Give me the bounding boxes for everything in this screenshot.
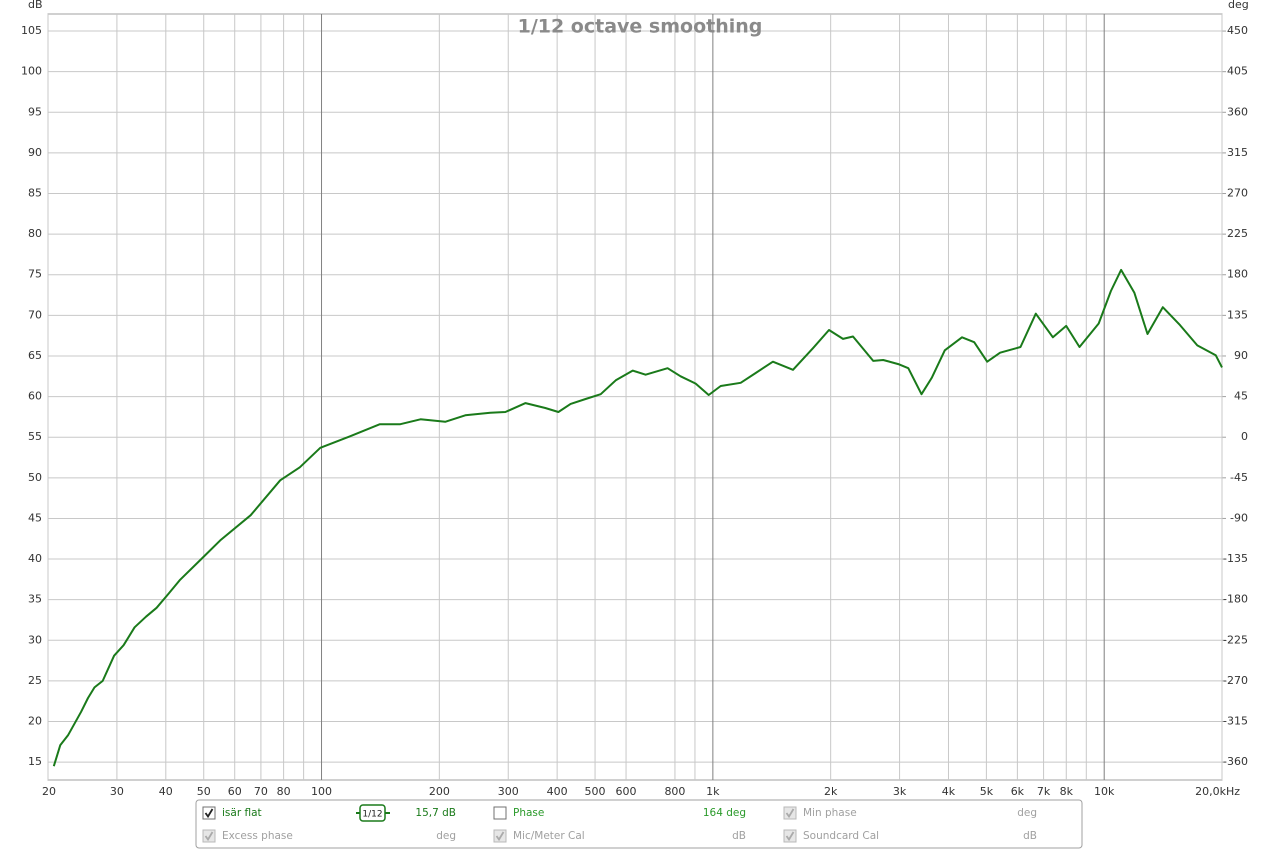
item-label: Excess phase — [222, 830, 293, 842]
y-tick-label: 20 — [28, 715, 42, 728]
x-tick-label: 5k — [980, 785, 994, 798]
item-checkbox — [783, 829, 797, 843]
item-checkbox — [493, 829, 507, 843]
item-checkbox — [202, 829, 216, 843]
item-checkbox — [783, 806, 797, 820]
y-tick-label: 75 — [28, 268, 42, 281]
y-tick-label: 30 — [28, 633, 42, 646]
item-checkbox-check — [785, 808, 795, 819]
y-tick-label: 85 — [28, 187, 42, 200]
series-checkbox[interactable] — [202, 806, 216, 820]
y-tick-label: 50 — [28, 471, 42, 484]
y2-tick-label: 90 — [1234, 349, 1248, 362]
y-tick-label: 15 — [28, 755, 42, 768]
legend-readout: 15,7 dB — [415, 807, 456, 819]
x-tick-label: 300 — [498, 785, 519, 798]
lines — [52, 268, 1223, 767]
x-tick-label: 100 — [311, 785, 332, 798]
y2-tick-label: 0 — [1241, 430, 1248, 443]
x-tick-label: 7k — [1037, 785, 1051, 798]
x-tick-label: 600 — [616, 785, 637, 798]
y-tick-label: 70 — [28, 308, 42, 321]
y2-tick-label: -90 — [1230, 511, 1248, 524]
smoothing-label: 1/12 — [362, 810, 382, 820]
y2-tick-label: -360 — [1223, 755, 1248, 768]
item-checkbox-check — [495, 831, 505, 842]
y-axis-label: dB — [28, 0, 43, 11]
x-tick-label: 80 — [277, 785, 291, 798]
item-readout: deg — [436, 830, 456, 842]
y2-tick-label: 135 — [1227, 308, 1248, 321]
x-tick-label: 1k — [706, 785, 720, 798]
x-tick-label: 400 — [547, 785, 568, 798]
x-tick-label: 50 — [197, 785, 211, 798]
x-tick-label: 500 — [585, 785, 606, 798]
x-tick-label: 6k — [1011, 785, 1025, 798]
chart-title: 1/12 octave smoothing — [518, 16, 763, 38]
item-label: Phase — [513, 807, 544, 819]
smoothing-button[interactable] — [359, 804, 386, 822]
y-tick-label: 40 — [28, 552, 42, 565]
panel-items: isär flat 1/12 15,7 dB Phase 164 deg Min phas… — [202, 804, 1037, 843]
y-tick-label: 105 — [21, 24, 42, 37]
y2-tick-label: 360 — [1227, 105, 1248, 118]
item-readout: 164 deg — [703, 807, 746, 819]
y2-tick-label: 405 — [1227, 65, 1248, 78]
item-readout: dB — [732, 830, 746, 842]
x-tick-label: 20,0kHz — [1195, 785, 1240, 798]
y-tick-label: 65 — [28, 349, 42, 362]
series-line — [52, 268, 1223, 767]
x-tick-label: 10k — [1094, 785, 1115, 798]
item-checkbox[interactable] — [493, 806, 507, 820]
y-tick-label: 35 — [28, 593, 42, 606]
legend-label: isär flat — [222, 807, 262, 819]
x-tick-label: 40 — [159, 785, 173, 798]
item-readout: dB — [1023, 830, 1037, 842]
series-checkbox-check — [204, 808, 214, 819]
y2-tick-label: 45 — [1234, 390, 1248, 403]
y2-tick-label: 225 — [1227, 227, 1248, 240]
x-tick-label: 20 — [42, 785, 56, 798]
y2-axis-label: deg — [1228, 0, 1249, 11]
y2-tick-label: 180 — [1227, 268, 1248, 281]
y-tick-label: 80 — [28, 227, 42, 240]
x-tick-label: 70 — [254, 785, 268, 798]
x-tick-label: 60 — [228, 785, 242, 798]
item-checkbox-check — [785, 831, 795, 842]
item-checkbox-check — [204, 831, 214, 842]
y-tick-label: 100 — [21, 65, 42, 78]
x-tick-label: 4k — [942, 785, 956, 798]
item-readout: deg — [1017, 807, 1037, 819]
y-tick-label: 95 — [28, 105, 42, 118]
y2-tick-label: -135 — [1223, 552, 1248, 565]
x-tick-label: 8k — [1060, 785, 1074, 798]
grid: 15 20 25 30 35 40 45 50 55 60 65 70 75 80 85 90 95 100 105… — [21, 14, 1248, 798]
y-tick-label: 90 — [28, 146, 42, 159]
y2-tick-label: -180 — [1223, 593, 1248, 606]
x-tick-label: 200 — [429, 785, 450, 798]
item-label: Soundcard Cal — [803, 830, 879, 842]
y2-tick-label: 315 — [1227, 146, 1248, 159]
x-tick-label: 800 — [664, 785, 685, 798]
y-tick-label: 25 — [28, 674, 42, 687]
x-tick-label: 2k — [824, 785, 838, 798]
y-tick-label: 60 — [28, 390, 42, 403]
y2-tick-label: -270 — [1223, 674, 1248, 687]
y2-tick-label: 450 — [1227, 24, 1248, 37]
y2-tick-label: -315 — [1223, 715, 1248, 728]
item-label: Min phase — [803, 807, 857, 819]
item-label: Mic/Meter Cal — [513, 830, 585, 842]
y2-tick-label: 270 — [1227, 187, 1248, 200]
y2-tick-label: -45 — [1230, 471, 1248, 484]
legend-panel — [195, 799, 1083, 849]
x-tick-label: 30 — [110, 785, 124, 798]
x-tick-label: 3k — [893, 785, 907, 798]
y-tick-label: 45 — [28, 511, 42, 524]
y2-tick-label: -225 — [1223, 633, 1248, 646]
y-tick-label: 55 — [28, 430, 42, 443]
